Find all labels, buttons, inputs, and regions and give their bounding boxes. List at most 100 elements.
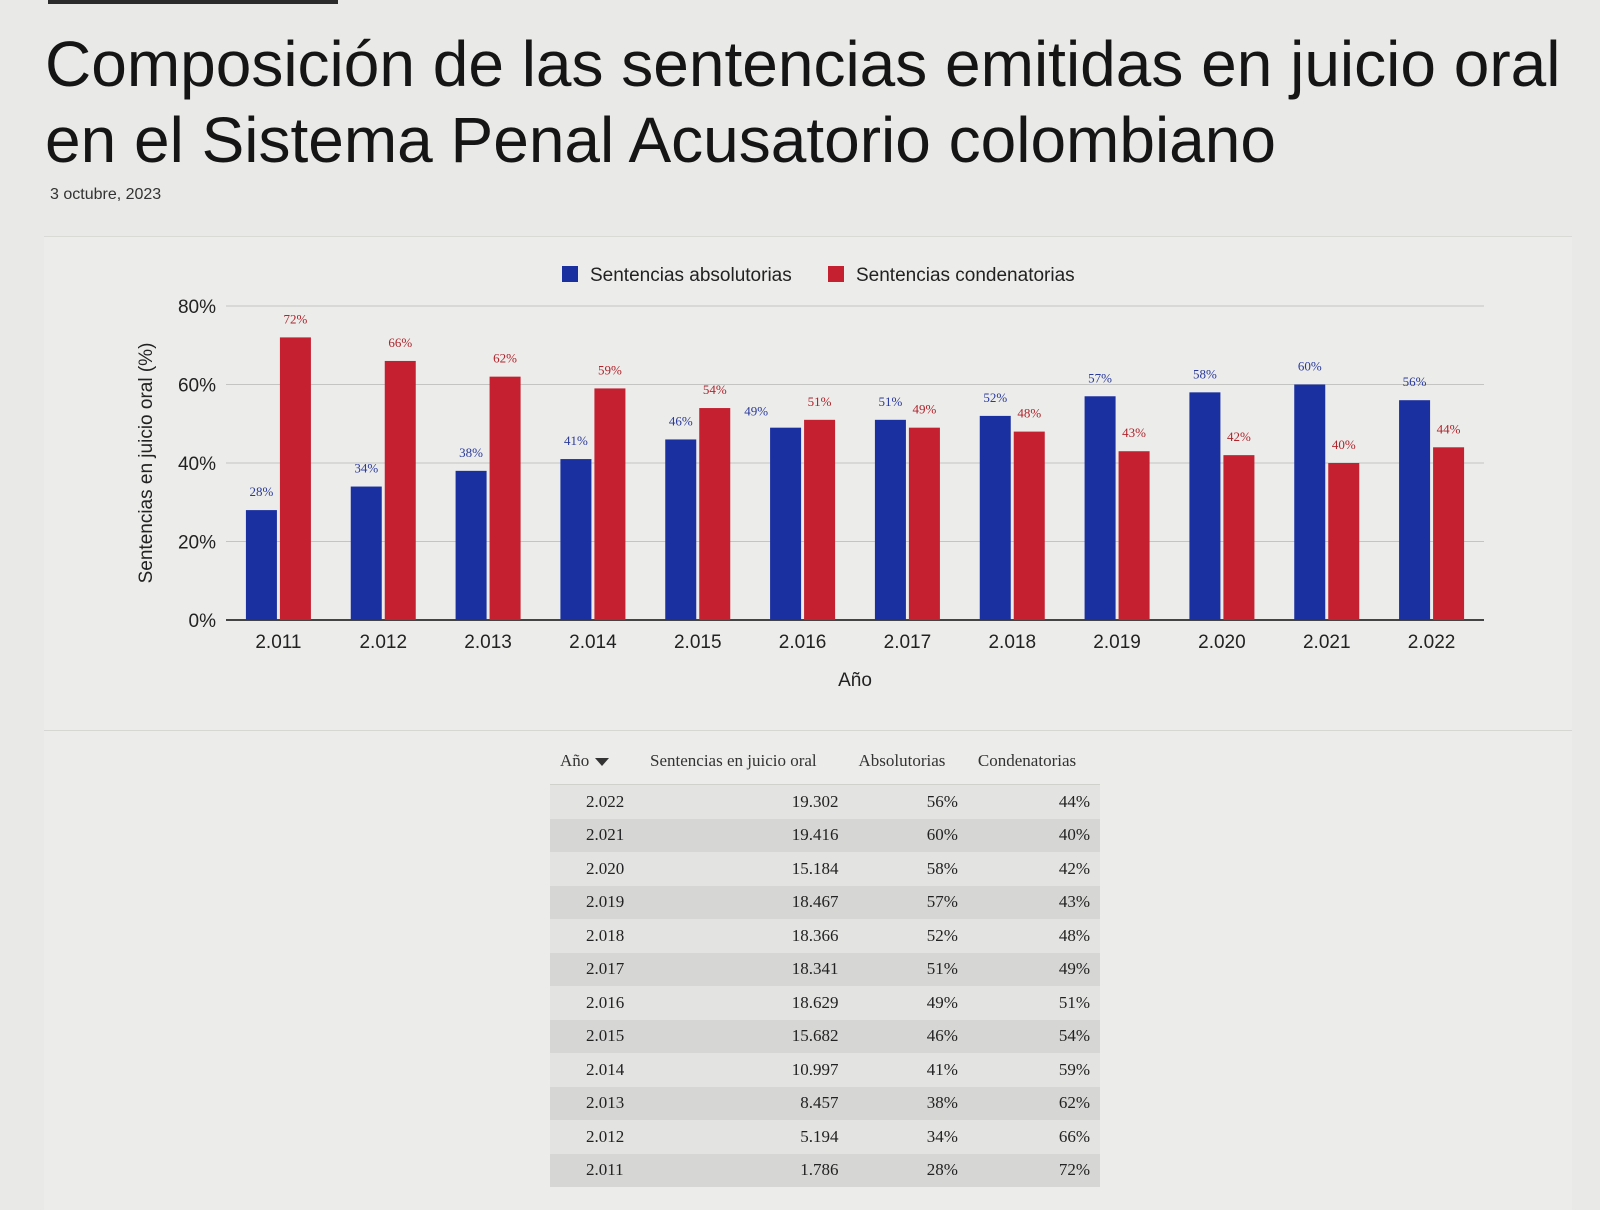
cell-condenatorias: 62%	[967, 1086, 1100, 1120]
bars	[245, 337, 1465, 621]
data-labels: 28% 72% 34% 66% 38% 62% 41% 59% 46% 54% 49% 51% 51% 4…	[249, 311, 1460, 499]
bar-condenatorias[interactable]	[1118, 451, 1150, 620]
legend: Sentencias absolutorias Sentencias conden…	[562, 265, 1075, 286]
table-row: 2.013 8.457 38% 62%	[550, 1086, 1100, 1120]
bar-absolutorias[interactable]	[1399, 400, 1431, 620]
legend-swatch-absolutorias[interactable]	[562, 266, 578, 282]
legend-label-condenatorias[interactable]: Sentencias condenatorias	[856, 265, 1075, 286]
bar-condenatorias[interactable]	[384, 360, 416, 620]
sort-down-icon[interactable]	[595, 758, 610, 767]
header-condenatorias[interactable]: Condenatorias	[967, 744, 1100, 785]
data-label-condenatorias: 49%	[912, 402, 936, 417]
data-label-condenatorias: 62%	[493, 351, 517, 366]
y-tick-labels: 0% 20% 40% 60% 80%	[178, 297, 216, 632]
data-label-condenatorias: 54%	[703, 382, 727, 397]
table-row: 2.020 15.184 58% 42%	[550, 852, 1100, 886]
bar-absolutorias[interactable]	[1189, 392, 1221, 620]
x-tick-label: 2.015	[674, 632, 722, 653]
cell-year: 2.015	[550, 1019, 640, 1053]
header-absolutorias-label: Absolutorias	[858, 751, 946, 770]
table-header-row: Año Sentencias en juicio oral Absolutori…	[550, 744, 1100, 785]
bar-absolutorias[interactable]	[665, 439, 697, 620]
table-row: 2.019 18.467 57% 43%	[550, 885, 1100, 919]
bar-absolutorias[interactable]	[350, 486, 382, 620]
cell-sentences: 15.184	[640, 852, 849, 886]
x-tick-label: 2.014	[569, 632, 617, 653]
table-row: 2.017 18.341 51% 49%	[550, 952, 1100, 986]
cell-year: 2.016	[550, 986, 640, 1020]
table-row: 2.014 10.997 41% 59%	[550, 1053, 1100, 1087]
cell-sentences: 18.366	[640, 919, 849, 953]
bar-condenatorias[interactable]	[594, 388, 626, 620]
cell-sentences: 18.629	[640, 986, 849, 1020]
data-label-condenatorias: 51%	[808, 394, 832, 409]
bar-absolutorias[interactable]	[979, 415, 1011, 620]
table-row: 2.021 19.416 60% 40%	[550, 818, 1100, 852]
bar-absolutorias[interactable]	[1294, 384, 1326, 621]
cell-year: 2.020	[550, 852, 640, 886]
bar-condenatorias[interactable]	[1013, 431, 1045, 620]
cell-condenatorias: 59%	[967, 1053, 1100, 1087]
table-body: 2.022 19.302 56% 44% 2.021 19.416 60% 40% 2.020 1…	[550, 784, 1100, 1187]
bar-condenatorias[interactable]	[1433, 447, 1465, 620]
cell-condenatorias: 42%	[967, 852, 1100, 886]
bar-absolutorias[interactable]	[455, 470, 487, 620]
header-sentences[interactable]: Sentencias en juicio oral	[640, 744, 849, 785]
legend-swatch-condenatorias[interactable]	[828, 266, 844, 282]
cell-absolutorias: 51%	[848, 952, 968, 986]
y-axis-title: Sentencias en juicio oral (%)	[136, 343, 157, 584]
cell-year: 2.013	[550, 1086, 640, 1120]
cell-sentences: 8.457	[640, 1086, 849, 1120]
y-tick-label: 60%	[178, 376, 216, 397]
bar-condenatorias[interactable]	[908, 427, 940, 620]
data-label-absolutorias: 46%	[669, 413, 693, 428]
cell-sentences: 1.786	[640, 1153, 849, 1187]
table-row: 2.018 18.366 52% 48%	[550, 919, 1100, 953]
bar-condenatorias[interactable]	[699, 408, 731, 620]
cell-year: 2.014	[550, 1053, 640, 1087]
cell-absolutorias: 60%	[848, 818, 968, 852]
x-tick-label: 2.020	[1198, 632, 1246, 653]
table-row: 2.016 18.629 49% 51%	[550, 986, 1100, 1020]
cell-absolutorias: 34%	[848, 1120, 968, 1154]
cell-year: 2.022	[550, 784, 640, 819]
cell-absolutorias: 49%	[848, 986, 968, 1020]
header-absolutorias[interactable]: Absolutorias	[848, 744, 968, 785]
cell-sentences: 5.194	[640, 1120, 849, 1154]
data-label-condenatorias: 72%	[283, 311, 307, 326]
y-tick-label: 80%	[178, 297, 216, 318]
bar-condenatorias[interactable]	[1223, 455, 1255, 620]
top-bar	[48, 0, 338, 4]
cell-condenatorias: 54%	[967, 1019, 1100, 1053]
x-axis-title: Año	[838, 670, 872, 691]
cell-sentences: 15.682	[640, 1019, 849, 1053]
data-label-absolutorias: 52%	[983, 390, 1007, 405]
bar-condenatorias[interactable]	[804, 419, 836, 620]
panel-divider	[44, 730, 1572, 731]
bar-condenatorias[interactable]	[489, 376, 521, 620]
cell-sentences: 18.341	[640, 952, 849, 986]
y-tick-label: 0%	[189, 611, 217, 632]
cell-year: 2.021	[550, 818, 640, 852]
bar-absolutorias[interactable]	[245, 510, 277, 620]
bar-condenatorias[interactable]	[279, 337, 311, 620]
cell-year: 2.011	[550, 1153, 640, 1187]
x-tick-label: 2.013	[464, 632, 512, 653]
cell-absolutorias: 57%	[848, 885, 968, 919]
y-tick-label: 20%	[178, 533, 216, 554]
cell-condenatorias: 66%	[967, 1120, 1100, 1154]
cell-condenatorias: 40%	[967, 818, 1100, 852]
bar-absolutorias[interactable]	[560, 459, 592, 620]
bar-absolutorias[interactable]	[770, 427, 802, 620]
bar-absolutorias[interactable]	[874, 419, 906, 620]
legend-label-absolutorias[interactable]: Sentencias absolutorias	[590, 265, 792, 286]
bar-absolutorias[interactable]	[1084, 396, 1116, 620]
table-row: 2.022 19.302 56% 44%	[550, 784, 1100, 819]
data-label-condenatorias: 42%	[1227, 429, 1251, 444]
bar-condenatorias[interactable]	[1328, 463, 1360, 620]
header-year[interactable]: Año	[550, 744, 640, 785]
data-label-condenatorias: 66%	[388, 335, 412, 350]
cell-sentences: 10.997	[640, 1053, 849, 1087]
cell-sentences: 19.302	[640, 784, 849, 819]
x-tick-label: 2.019	[1093, 632, 1141, 653]
